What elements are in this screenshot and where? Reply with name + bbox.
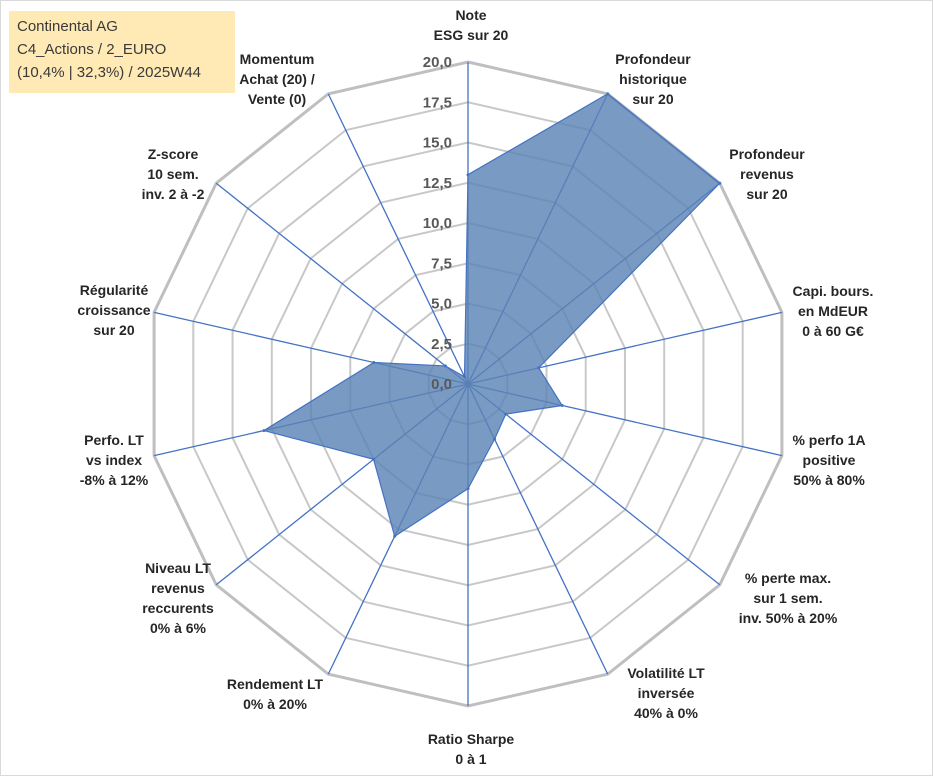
data-point [463, 375, 467, 379]
category-label: Profondeur historique sur 20 [615, 51, 691, 107]
axis-spoke [467, 383, 721, 586]
category-labels: Note ESG sur 20 Profondeur historique sur 20… [77, 7, 873, 767]
tick-label: 10,0 [423, 215, 452, 232]
category-label: Ratio Sharpe 0 à 1 [428, 731, 515, 767]
category-label: Profondeur revenus sur 20 [729, 146, 805, 202]
tick-label: 2,5 [431, 336, 452, 353]
axis-spoke [215, 182, 469, 385]
category-label: Rendement LT 0% à 20% [227, 676, 324, 712]
tick-label: 20,0 [423, 54, 452, 71]
category-label: Momentum Achat (20) / Vente (0) [239, 51, 315, 107]
series-area [262, 93, 721, 538]
tick-label: 12,5 [423, 175, 452, 192]
category-label: % perte max. sur 1 sem. inv. 50% à 20% [739, 570, 838, 626]
category-label: Perfo. LT vs index -8% à 12% [80, 432, 149, 488]
tick-label: 0,0 [431, 376, 452, 393]
tick-label: 7,5 [431, 255, 452, 272]
axis-spoke [327, 93, 469, 385]
data-point [718, 181, 722, 185]
category-label: % perfo 1A positive 50% à 80% [792, 432, 865, 488]
chart-subtitle-line-2: (10,4% | 32,3%) / 2025W44 [17, 64, 201, 81]
data-point [537, 366, 541, 370]
data-point [466, 487, 470, 491]
tick-labels: 0,0 2,5 5,0 7,5 10,0 12,5 15,0 17,5 20,0 [423, 54, 452, 393]
chart-subtitle-line-1: C4_Actions / 2_EURO [17, 41, 167, 58]
category-label: Volatilité LT inversée 40% à 0% [627, 665, 705, 721]
category-label: Régularité croissance sur 20 [77, 282, 150, 338]
category-label: Capi. bours. en MdEUR 0 à 60 G€ [793, 283, 874, 339]
data-point [493, 437, 497, 441]
category-label: Niveau LT revenus reccurents 0% à 6% [142, 560, 214, 636]
data-point [262, 429, 266, 433]
data-point [560, 403, 564, 407]
category-label: Z-score 10 sem. inv. 2 à -2 [142, 146, 205, 202]
category-label: Note ESG sur 20 [434, 7, 509, 43]
series-layer [262, 92, 722, 538]
tick-label: 15,0 [423, 135, 452, 152]
tick-label: 17,5 [423, 94, 452, 111]
data-point [372, 361, 376, 365]
chart-title-box: Continental AG C4_Actions / 2_EURO (10,4… [9, 11, 235, 93]
chart-title: Continental AG [17, 18, 118, 35]
data-point [443, 364, 447, 368]
tick-label: 5,0 [431, 296, 452, 313]
data-point [393, 534, 397, 538]
data-point [372, 457, 376, 461]
data-point [466, 173, 470, 177]
data-point [606, 92, 610, 96]
data-point [504, 412, 508, 416]
